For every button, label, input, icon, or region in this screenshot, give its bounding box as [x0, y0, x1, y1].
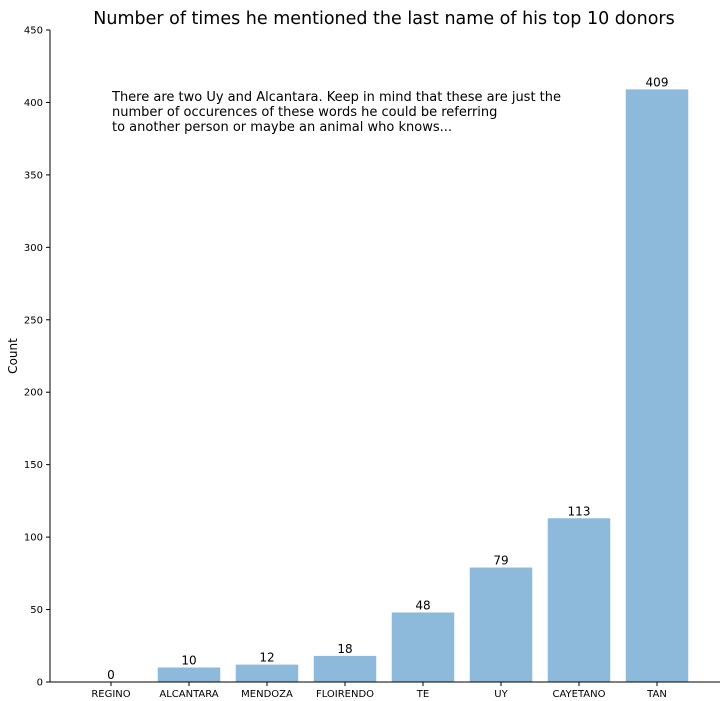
- bar-mendoza: [235, 664, 299, 682]
- x-tick-label-te: TE: [416, 689, 429, 700]
- y-tick-label-250: 250: [24, 315, 43, 326]
- y-tick-label-450: 450: [24, 26, 43, 37]
- data-labels-group: 0 10 12 18 48 79 113 409: [107, 75, 668, 682]
- y-tick-label-150: 150: [24, 460, 43, 471]
- data-label-te: 48: [415, 598, 430, 612]
- x-tick-label-mendoza: MENDOZA: [241, 689, 293, 700]
- y-tick-label-0: 0: [37, 678, 43, 689]
- bar-te: [391, 612, 455, 682]
- x-axis-ticks: REGINO ALCANTARA MENDOZA FLOIRENDO TE UY CAYET…: [91, 682, 667, 700]
- bars-group: [157, 89, 689, 683]
- y-tick-label-300: 300: [24, 243, 43, 254]
- y-tick-label-350: 350: [24, 170, 43, 181]
- x-tick-label-regino: REGINO: [91, 689, 130, 700]
- y-tick-label-200: 200: [24, 388, 43, 399]
- bar-floirendo: [313, 655, 377, 682]
- x-tick-label-alcantara: ALCANTARA: [159, 689, 218, 700]
- annotation-line-1: There are two Uy and Alcantara. Keep in …: [111, 90, 561, 105]
- x-tick-label-uy: UY: [494, 689, 508, 700]
- y-tick-label-50: 50: [30, 605, 43, 616]
- x-tick-label-tan: TAN: [646, 689, 667, 700]
- y-tick-label-100: 100: [24, 533, 43, 544]
- bar-cayetano: [547, 518, 611, 682]
- y-axis-label: Count: [6, 338, 20, 374]
- data-label-cayetano: 113: [568, 504, 591, 518]
- bar-uy: [469, 567, 533, 682]
- data-label-uy: 79: [493, 554, 508, 568]
- annotation-line-2: number of occurences of these words he c…: [112, 105, 497, 120]
- chart-title: Number of times he mentioned the last na…: [93, 9, 674, 29]
- data-label-mendoza: 12: [259, 651, 274, 665]
- annotation-line-3: to another person or maybe an animal who…: [112, 120, 452, 135]
- data-label-alcantara: 10: [181, 654, 196, 668]
- data-label-floirendo: 18: [337, 642, 352, 656]
- x-tick-label-cayetano: CAYETANO: [553, 689, 606, 700]
- annotation-text: There are two Uy and Alcantara. Keep in …: [111, 90, 561, 135]
- y-tick-label-400: 400: [24, 98, 43, 109]
- data-label-regino: 0: [107, 668, 115, 682]
- x-tick-label-floirendo: FLOIRENDO: [316, 689, 374, 700]
- bar-alcantara: [157, 667, 221, 682]
- y-axis-ticks: 0 50 100 150 200 250 300 350 400 450: [24, 26, 50, 689]
- data-label-tan: 409: [646, 75, 669, 89]
- bar-tan: [625, 89, 689, 683]
